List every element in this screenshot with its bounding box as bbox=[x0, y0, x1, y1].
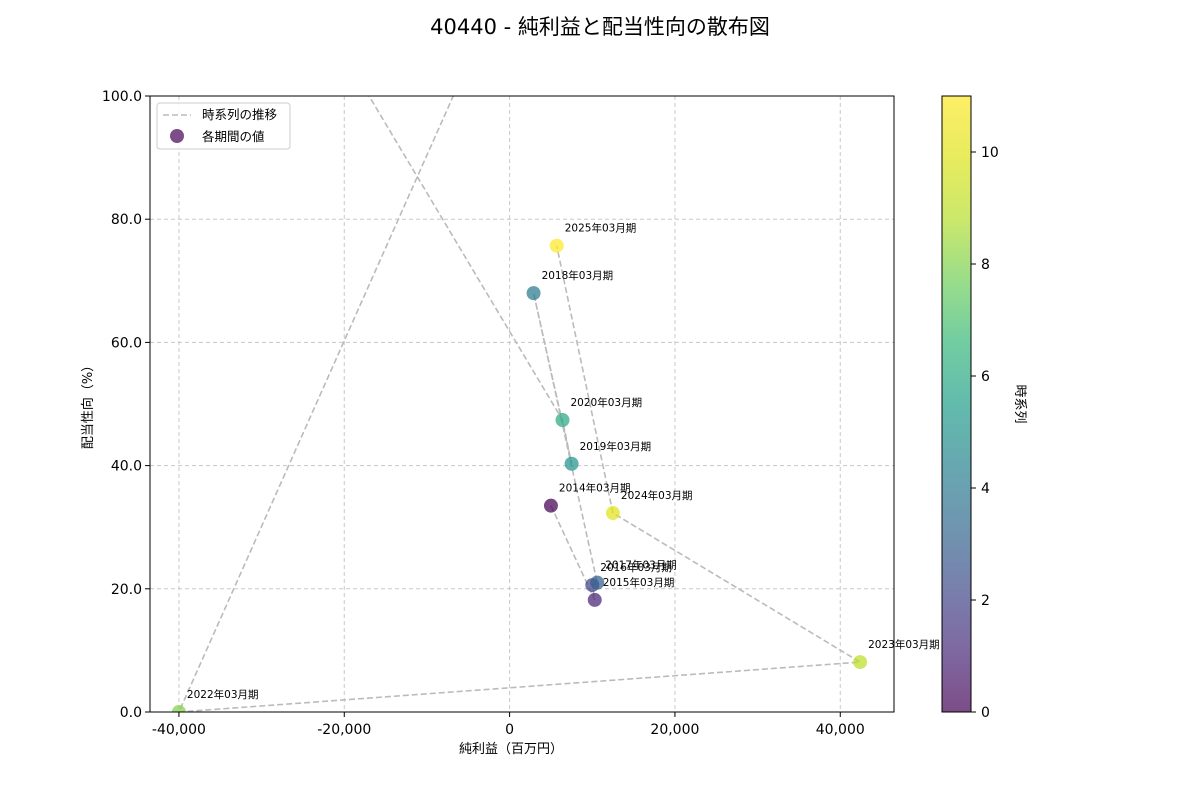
point-label: 2018年03月期 bbox=[542, 269, 614, 282]
legend-line-label: 時系列の推移 bbox=[202, 107, 277, 122]
x-tick-label: -40,000 bbox=[152, 722, 206, 738]
data-point bbox=[587, 592, 602, 607]
x-axis-title: 純利益（百万円） bbox=[459, 742, 563, 757]
y-tick-label: 60.0 bbox=[111, 335, 142, 351]
chart-title: 40440 - 純利益と配当性向の散布図 bbox=[430, 15, 770, 39]
x-axis-ticks: -40,000 -20,000 0 20,000 40,000 bbox=[152, 712, 865, 738]
colorbar-tick-label: 10 bbox=[981, 145, 999, 161]
point-label: 2016年03月期 bbox=[600, 561, 672, 574]
legend: 時系列の推移 各期間の値 bbox=[156, 102, 291, 150]
data-point bbox=[590, 575, 605, 590]
x-tick-label: -20,000 bbox=[317, 722, 371, 738]
data-point bbox=[555, 413, 570, 428]
point-label: 2017年03月期 bbox=[605, 559, 677, 572]
data-point bbox=[549, 238, 564, 253]
colorbar-tick-label: 4 bbox=[981, 481, 990, 497]
colorbar-frame bbox=[941, 95, 972, 713]
colorbar-ticks: 0 2 4 6 8 10 bbox=[971, 145, 999, 721]
point-label: 2024年03月期 bbox=[621, 489, 693, 502]
y-tick-label: 80.0 bbox=[111, 212, 142, 228]
colorbar-tick-label: 8 bbox=[981, 257, 990, 273]
data-point bbox=[564, 456, 579, 471]
colorbar-title: 時系列 bbox=[1012, 384, 1027, 423]
legend-point-swatch bbox=[170, 129, 184, 143]
point-label: 2019年03月期 bbox=[580, 440, 652, 453]
point-label: 2022年03月期 bbox=[187, 688, 259, 701]
y-axis-ticks: 0.0 20.0 40.0 60.0 80.0 100.0 bbox=[102, 89, 150, 721]
x-tick-label: 20,000 bbox=[650, 722, 699, 738]
y-tick-label: 40.0 bbox=[111, 459, 142, 475]
grid bbox=[150, 95, 894, 713]
colorbar-tick-label: 0 bbox=[981, 705, 990, 721]
colorbar-tick-label: 2 bbox=[981, 593, 990, 609]
y-tick-label: 20.0 bbox=[111, 582, 142, 598]
plot-frame bbox=[149, 95, 895, 713]
legend-points-label: 各期間の値 bbox=[202, 129, 265, 144]
data-point bbox=[543, 498, 558, 513]
point-label: 2020年03月期 bbox=[571, 396, 643, 409]
colorbar-tick-label: 6 bbox=[981, 369, 990, 385]
colorbar-gradient bbox=[942, 96, 971, 712]
point-label: 2025年03月期 bbox=[565, 222, 637, 235]
x-tick-label: 0 bbox=[505, 722, 514, 738]
y-tick-label: 0.0 bbox=[120, 705, 142, 721]
y-axis-title: 配当性向（%） bbox=[80, 359, 96, 449]
data-point bbox=[171, 705, 186, 712]
data-point bbox=[853, 655, 868, 670]
y-tick-label: 100.0 bbox=[102, 89, 142, 105]
data-point bbox=[526, 286, 541, 301]
data-points bbox=[171, 238, 868, 712]
data-point bbox=[605, 506, 620, 521]
point-label: 2023年03月期 bbox=[868, 638, 940, 651]
point-label: 2015年03月期 bbox=[603, 576, 675, 589]
colorbar: 0 2 4 6 8 10 時系列 bbox=[941, 95, 1027, 721]
point-label: 2014年03月期 bbox=[559, 482, 631, 495]
x-tick-label: 40,000 bbox=[816, 722, 865, 738]
